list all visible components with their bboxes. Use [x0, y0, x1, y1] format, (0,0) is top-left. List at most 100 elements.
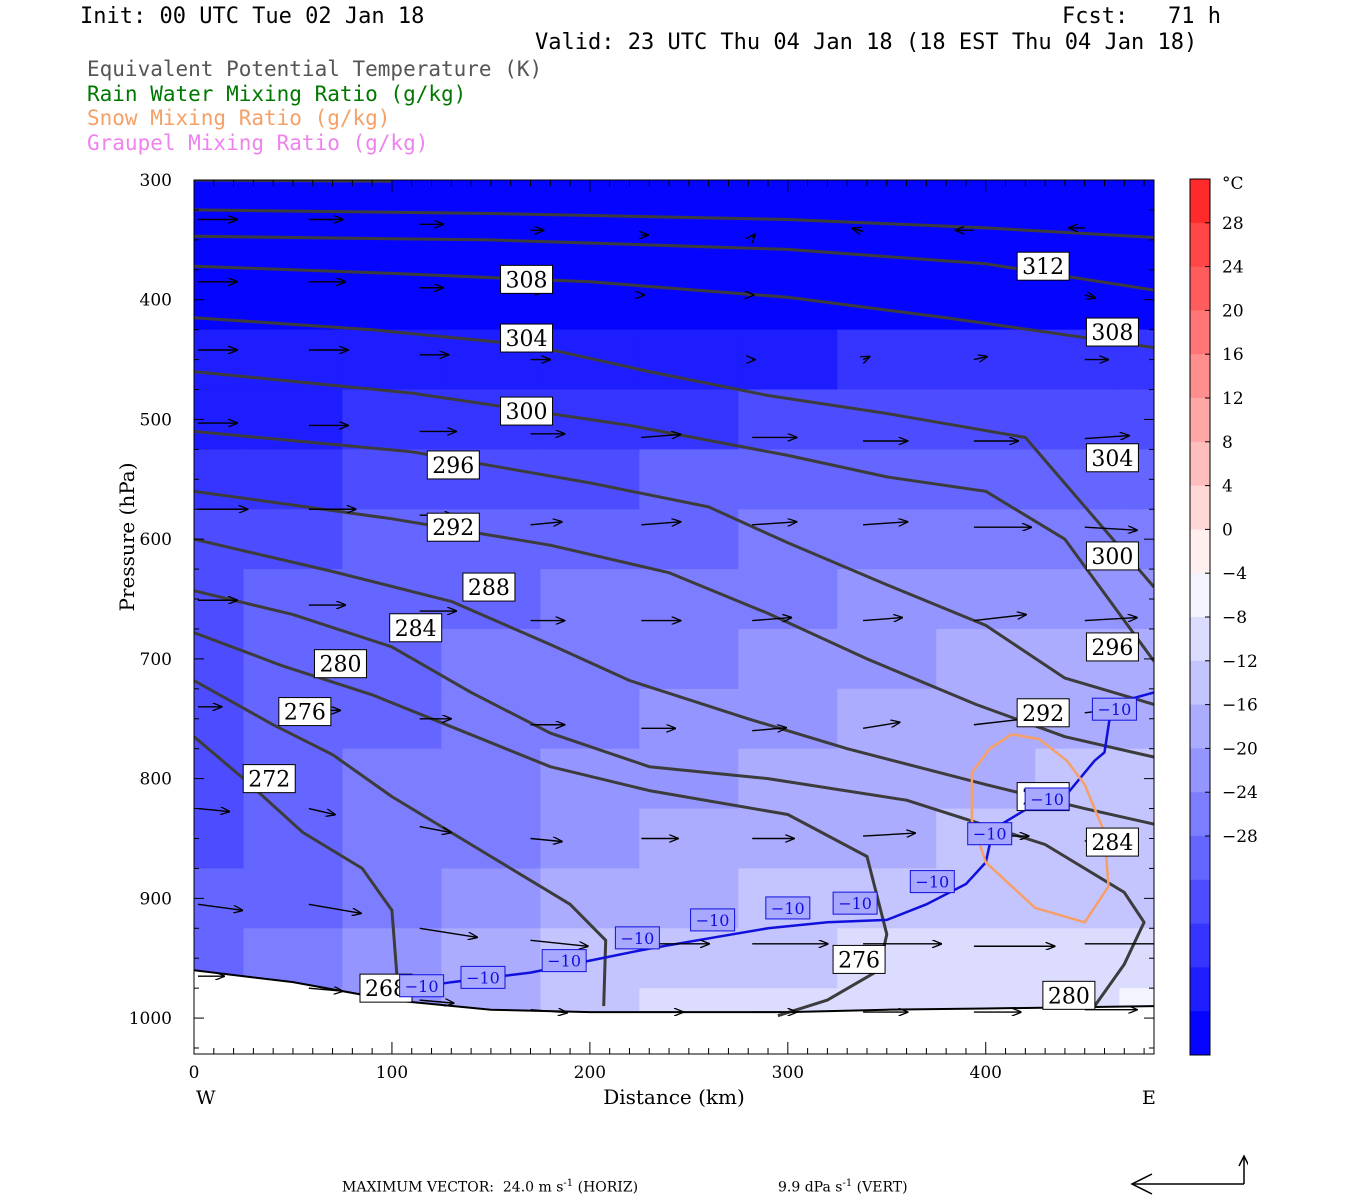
wind-vector [752, 728, 786, 731]
temperature-cell [1119, 180, 1154, 211]
temperature-cell [194, 180, 245, 211]
isotherm-label-box [909, 870, 955, 894]
colorbar-swatch [1190, 222, 1210, 268]
colorbar-tick-label: 8 [1222, 433, 1233, 453]
contour-label: 300 [506, 400, 548, 425]
isotherm-label: −10 [973, 825, 1007, 844]
contour-label: 272 [248, 768, 290, 793]
x-axis-title: Distance (km) [603, 1085, 745, 1109]
wind-vector [1084, 618, 1137, 621]
contour-label-box [1016, 251, 1070, 281]
temperature-cell [194, 808, 245, 870]
x-direction-east: E [1142, 1087, 1156, 1109]
wind-vector [853, 228, 864, 231]
temperature-cell [441, 748, 542, 810]
max-vector-horiz-unit: (HORIZ) [573, 1179, 639, 1196]
temperature-cell [540, 688, 641, 750]
temperature-cell [194, 449, 245, 511]
temperature-cell [936, 180, 1037, 211]
colorbar-swatch [1190, 1011, 1210, 1056]
colorbar-swatch [1190, 748, 1210, 793]
colorbar-tick-label: −28 [1222, 827, 1258, 847]
temperature-cell [194, 688, 245, 750]
temperature-cell [936, 329, 1037, 391]
y-tick-label: 900 [140, 889, 172, 909]
colorbar-swatch [1190, 179, 1210, 224]
temperature-cell [1119, 868, 1154, 930]
temperature-cell [342, 449, 443, 511]
contour-label: 284 [1091, 831, 1133, 856]
isotherm-label: −10 [696, 911, 730, 930]
contour-label-box [500, 264, 554, 294]
temperature-cell [936, 928, 1037, 990]
wind-vector [863, 522, 907, 525]
y-tick-label: 600 [140, 530, 172, 550]
temperature-cell [1035, 180, 1121, 211]
temperature-cell [738, 449, 839, 511]
isotherm-label: −10 [838, 894, 872, 913]
colorbar-swatch [1190, 923, 1210, 968]
contour-label-box [1085, 443, 1139, 473]
temperature-cell [639, 688, 740, 750]
temperature-cell [194, 868, 245, 930]
theta-e-contour-272 [194, 679, 608, 1007]
wind-vector [862, 722, 899, 730]
colorbar-swatch [1190, 485, 1210, 530]
isotherm-minus10-line [411, 691, 1154, 990]
reference-vector-icon [1130, 1154, 1248, 1195]
contour-label: 292 [1022, 702, 1064, 727]
isotherm-label: −10 [1098, 700, 1132, 719]
contour-label-box [426, 512, 480, 542]
y-axis-title: Pressure (hPa) [115, 463, 139, 612]
x-tick-label: 300 [772, 1063, 804, 1083]
temperature-cell [243, 569, 344, 630]
wind-vector [973, 357, 987, 360]
isotherm-label: −10 [915, 873, 949, 892]
contour-label: 304 [506, 327, 548, 352]
colorbar-swatch [1190, 792, 1210, 837]
temperature-cell [540, 449, 641, 511]
colorbar-tick-label: −4 [1222, 564, 1247, 584]
colorbar-swatch [1190, 398, 1210, 443]
colorbar-swatch [1190, 836, 1210, 881]
max-vector-vert-exp: -1 [842, 1178, 853, 1189]
max-vector-vert-unit: (VERT) [852, 1179, 908, 1196]
temperature-cell [738, 269, 839, 331]
temperature-cell [639, 269, 740, 331]
max-vector-horiz-value: MAXIMUM VECTOR: 24.0 m s [342, 1179, 564, 1196]
temperature-cell [639, 628, 740, 690]
wind-vector [1084, 527, 1137, 530]
temperature-cell [936, 509, 1037, 571]
temperature-cell [540, 209, 641, 271]
temperature-cell [738, 509, 839, 571]
temperature-cell [243, 509, 344, 571]
contour-label: 276 [838, 948, 880, 973]
theta-e-contour-276 [194, 631, 889, 1018]
temperature-cell [936, 389, 1037, 451]
x-tick-label: 400 [970, 1063, 1002, 1083]
contour-label: 284 [395, 617, 437, 642]
colorbar-swatch [1190, 266, 1210, 311]
contour-label: 308 [1091, 321, 1133, 346]
contour-label-box [313, 649, 367, 679]
temperature-cell [837, 509, 938, 571]
temperature-cell [243, 269, 344, 331]
isotherm-label-box [765, 896, 811, 920]
y-tick-label: 700 [140, 650, 172, 670]
colorbar-swatch [1190, 967, 1210, 1012]
colorbar-tick-label: 0 [1222, 520, 1233, 540]
temperature-cell [342, 389, 443, 451]
wind-vector [308, 903, 361, 913]
wind-vector [419, 927, 477, 937]
contour-label-box [389, 613, 443, 643]
contour-label-box [278, 697, 332, 727]
temperature-cell [342, 269, 443, 331]
temperature-cell [936, 628, 1037, 690]
isotherm-label: −10 [620, 929, 654, 948]
max-vector-horiz: MAXIMUM VECTOR: 24.0 m s-1 (HORIZ) [342, 1178, 638, 1196]
contour-label-box [1042, 980, 1096, 1010]
contour-label-box [426, 450, 480, 480]
temperature-cell [540, 509, 641, 571]
isotherm-label: −10 [466, 968, 500, 987]
